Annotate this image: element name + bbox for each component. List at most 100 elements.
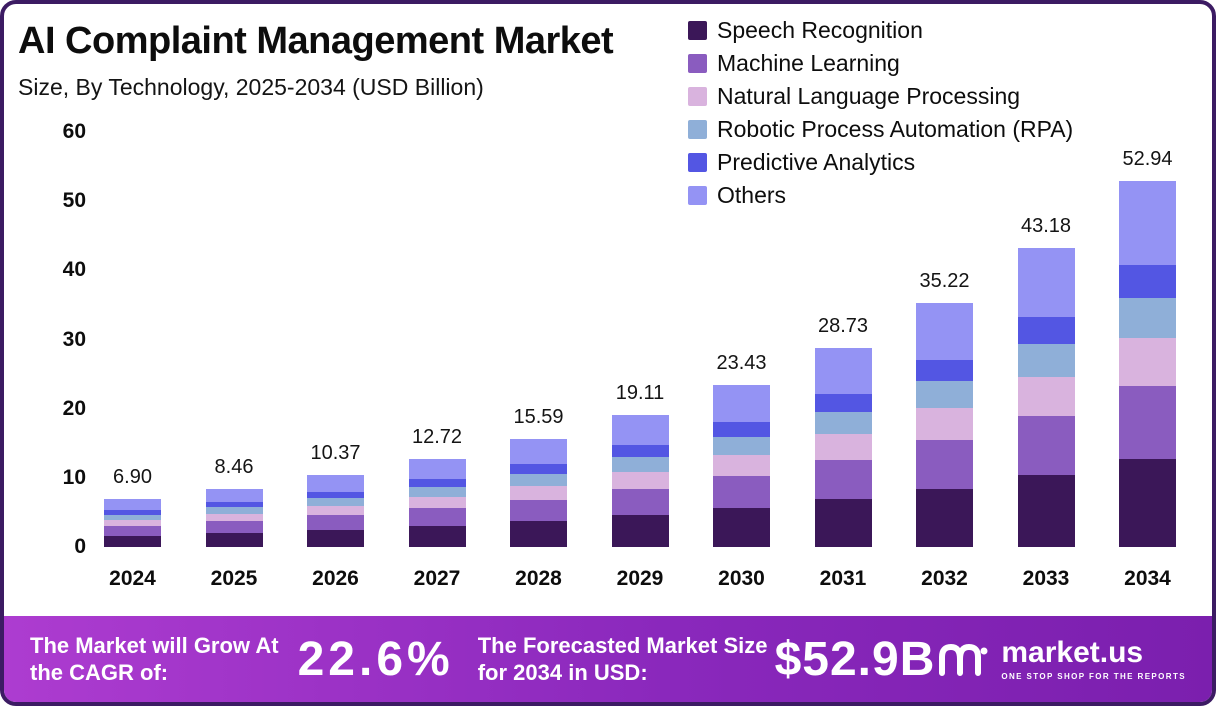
bar-column: 52.94 2034 bbox=[1119, 132, 1176, 590]
bar-segment bbox=[1017, 317, 1075, 344]
bar-segment bbox=[205, 488, 263, 503]
legend-swatch bbox=[688, 87, 707, 106]
legend-swatch bbox=[688, 54, 707, 73]
bar-segment bbox=[1119, 385, 1176, 460]
y-tick-label: 10 bbox=[62, 465, 86, 489]
bar-segment bbox=[408, 459, 466, 480]
y-tick-label: 20 bbox=[62, 396, 86, 420]
marketus-logo-icon bbox=[939, 644, 988, 676]
legend-item: Machine Learning bbox=[688, 47, 1073, 80]
chart-header: AI Complaint Management Market Size, By … bbox=[18, 20, 614, 101]
bar-segment bbox=[408, 508, 466, 526]
bar-total-label: 35.22 bbox=[919, 270, 970, 293]
bar-segment bbox=[1119, 265, 1176, 299]
bar-column: 6.90 2024 bbox=[104, 132, 161, 590]
bar-stack bbox=[205, 488, 263, 547]
bar-segment bbox=[814, 459, 872, 500]
bar-stack bbox=[510, 439, 567, 547]
bar-segment bbox=[1017, 415, 1075, 476]
legend-label: Natural Language Processing bbox=[717, 83, 1021, 109]
bar-segment bbox=[104, 535, 161, 547]
bar-column: 28.73 2031 bbox=[814, 132, 872, 590]
x-axis-label: 2031 bbox=[819, 567, 867, 590]
x-axis-label: 2034 bbox=[1124, 567, 1171, 590]
bar-segment bbox=[104, 526, 161, 536]
y-tick-label: 30 bbox=[62, 327, 86, 351]
bar-segment bbox=[916, 359, 973, 382]
bar-total-label: 19.11 bbox=[615, 381, 665, 404]
x-axis-label: 2029 bbox=[616, 567, 664, 590]
bar-segment bbox=[713, 422, 770, 437]
legend-item: Robotic Process Automation (RPA) bbox=[688, 113, 1073, 146]
bar-segment bbox=[916, 488, 973, 547]
y-tick-label: 60 bbox=[62, 120, 86, 143]
cagr-value: 22.6% bbox=[297, 632, 454, 686]
page-subtitle: Size, By Technology, 2025-2034 (USD Bill… bbox=[18, 73, 484, 100]
bar-column: 23.43 2030 bbox=[713, 132, 770, 590]
bar-segment bbox=[408, 487, 466, 497]
x-axis-label: 2032 bbox=[921, 567, 968, 590]
footer-banner: The Market will Grow At the CAGR of: 22.… bbox=[4, 616, 1212, 702]
marketus-logo-text-wrap: market.us ONE STOP SHOP FOR THE REPORTS bbox=[1001, 637, 1186, 681]
bar-segment bbox=[1119, 298, 1176, 339]
bar-total-label: 52.94 bbox=[1122, 147, 1173, 170]
bar-total-label: 6.90 bbox=[113, 466, 152, 489]
bar-segment bbox=[510, 499, 567, 522]
bar-stack bbox=[1017, 248, 1075, 547]
legend-label: Speech Recognition bbox=[717, 17, 923, 43]
legend-item: Predictive Analytics bbox=[688, 146, 1073, 179]
bar-segment bbox=[916, 303, 973, 360]
bar-segment bbox=[916, 439, 973, 489]
bar-stack bbox=[611, 414, 669, 547]
bar-segment bbox=[713, 454, 770, 476]
y-tick-label: 50 bbox=[62, 189, 86, 213]
bar-segment bbox=[814, 433, 872, 460]
bar-segment bbox=[104, 514, 161, 520]
bar-segment bbox=[713, 475, 770, 509]
bar-total-label: 8.46 bbox=[214, 455, 254, 478]
bar-total-label: 12.72 bbox=[411, 426, 463, 449]
bar-segment bbox=[1017, 248, 1075, 318]
bar-segment bbox=[1119, 180, 1176, 266]
bar-segment bbox=[814, 411, 872, 434]
bar-segment bbox=[408, 479, 466, 488]
legend-label: Machine Learning bbox=[717, 50, 900, 76]
bar-stack bbox=[1119, 180, 1176, 547]
legend-label: Others bbox=[717, 182, 787, 208]
cagr-label: The Market will Grow At the CAGR of: bbox=[30, 632, 279, 686]
bar-segment bbox=[307, 515, 364, 530]
bar-segment bbox=[205, 521, 263, 533]
legend-item: Speech Recognition bbox=[688, 14, 1073, 47]
y-tick-label: 0 bbox=[74, 535, 86, 558]
bar-segment bbox=[611, 445, 669, 458]
bar-segment bbox=[205, 532, 263, 547]
x-axis-label: 2025 bbox=[210, 567, 258, 590]
bar-segment bbox=[307, 475, 364, 492]
bar-segment bbox=[611, 471, 669, 489]
bar-segment bbox=[408, 525, 466, 547]
bar-segment bbox=[104, 510, 161, 515]
legend-swatch bbox=[688, 153, 707, 172]
marketus-logo-text: market.us bbox=[1001, 636, 1144, 670]
y-tick-label: 40 bbox=[62, 258, 86, 282]
legend-item: Others bbox=[688, 179, 1073, 212]
legend-swatch bbox=[688, 120, 707, 139]
bar-total-label: 23.43 bbox=[716, 351, 767, 374]
bar-segment bbox=[814, 499, 872, 547]
bar-column: 10.37 2026 bbox=[307, 132, 364, 590]
legend-item: Natural Language Processing bbox=[688, 80, 1073, 113]
page-title: AI Complaint Management Market bbox=[18, 20, 614, 62]
bar-stack bbox=[814, 348, 872, 547]
bar-segment bbox=[510, 521, 567, 547]
bar-segment bbox=[307, 491, 364, 499]
bar-segment bbox=[611, 414, 669, 446]
bar-segment bbox=[713, 384, 770, 423]
bar-segment bbox=[510, 473, 567, 486]
bar-column: 43.18 2033 bbox=[1017, 132, 1075, 590]
bar-segment bbox=[1119, 338, 1176, 386]
legend-swatch bbox=[688, 21, 707, 40]
bar-column: 8.46 2025 bbox=[205, 132, 263, 590]
bar-segment bbox=[713, 508, 770, 547]
bar-segment bbox=[1017, 376, 1075, 416]
